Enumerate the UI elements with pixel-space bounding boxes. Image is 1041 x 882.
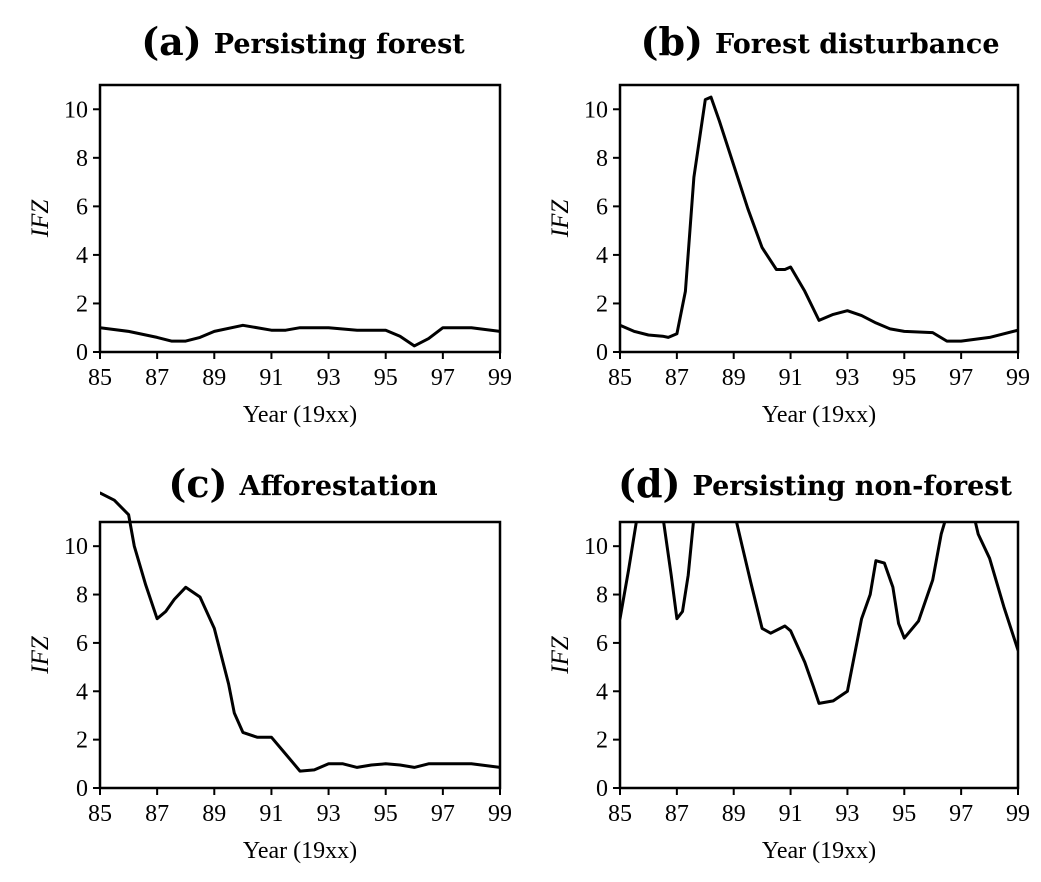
panel-b-x-tick-label: 87 bbox=[665, 365, 689, 391]
panel-c-title-text: Afforestation bbox=[239, 471, 438, 502]
panel-d-y-tick-label: 4 bbox=[596, 679, 608, 705]
panel-a-y-tick-label: 4 bbox=[76, 243, 88, 269]
panel-b-x-tick-label: 95 bbox=[892, 365, 916, 391]
panel-d: (d) Persisting non-forest 85 87 89 91 93 95 97 99… bbox=[547, 461, 1030, 865]
panel-c-y-tick-label: 0 bbox=[76, 776, 88, 802]
panel-c-x-tick-label: 93 bbox=[317, 801, 341, 827]
panel-b-x-axis-label: Year (19xx) bbox=[762, 402, 876, 428]
panel-c-y-tick-label: 8 bbox=[76, 583, 88, 609]
panel-d-x-tick-label: 97 bbox=[949, 801, 973, 827]
panel-c-y-axis-label: IFZ bbox=[27, 635, 54, 675]
panel-d-x-tick-label: 89 bbox=[722, 801, 746, 827]
panel-a-y-tick-label: 2 bbox=[76, 291, 88, 317]
panel-a-x-tick-label: 99 bbox=[488, 365, 512, 391]
panel-c-x-axis-label: Year (19xx) bbox=[243, 838, 357, 864]
panel-c-x-tick-label: 99 bbox=[488, 801, 512, 827]
panel-a-y-tick-label: 0 bbox=[76, 340, 88, 366]
panel-c-series-line bbox=[100, 491, 500, 773]
panel-b-x-tick-label: 93 bbox=[835, 365, 859, 391]
panel-b-title: (b) Forest disturbance bbox=[641, 19, 1000, 64]
panel-d-x-axis-label: Year (19xx) bbox=[762, 838, 876, 864]
panel-a-x-axis-label: Year (19xx) bbox=[243, 402, 357, 428]
panel-b-y-tick-label: 4 bbox=[596, 243, 608, 269]
panel-a-y-tick-label: 10 bbox=[64, 97, 88, 123]
panel-d-x-tick-label: 91 bbox=[779, 801, 803, 827]
panel-d-y-tick-label: 8 bbox=[596, 583, 608, 609]
panel-c-y-tick-label: 4 bbox=[76, 679, 88, 705]
panel-a-y-tick-label: 8 bbox=[76, 146, 88, 172]
panel-b-title-text: Forest disturbance bbox=[715, 29, 999, 60]
panel-d-x-tick-label: 93 bbox=[835, 801, 859, 827]
panel-b-series-line bbox=[620, 95, 1018, 343]
panel-d-x-tick-label: 99 bbox=[1006, 801, 1030, 827]
panel-b-x-tick-label: 89 bbox=[722, 365, 746, 391]
panel-d-plot-frame bbox=[618, 520, 1020, 790]
panel-b-x-tick-label: 91 bbox=[779, 365, 803, 391]
panel-b-panel-label: (b) bbox=[641, 19, 704, 64]
panel-d-x-tick-label: 87 bbox=[665, 801, 689, 827]
panel-c-y-tick-label: 6 bbox=[76, 631, 88, 657]
panel-b-plot-frame bbox=[618, 83, 1020, 354]
panel-d-y-axis-label: IFZ bbox=[547, 635, 574, 675]
panel-d-title: (d) Persisting non-forest bbox=[618, 461, 1013, 506]
panel-b-y-tick-label: 8 bbox=[596, 146, 608, 172]
panel-b-y-tick-label: 6 bbox=[596, 194, 608, 220]
panel-c-y-tick-label: 2 bbox=[76, 728, 88, 754]
panel-c-y-tick-label: 10 bbox=[64, 534, 88, 560]
panel-a-x-tick-label: 97 bbox=[431, 365, 455, 391]
panel-c-x-tick-label: 87 bbox=[145, 801, 169, 827]
panel-c-plot-frame bbox=[98, 520, 502, 790]
panel-d-y-tick-label: 0 bbox=[596, 776, 608, 802]
panel-a-y-tick-label: 6 bbox=[76, 194, 88, 220]
panel-a: (a) Persisting forest 85 87 89 91 93 95 97 99 0 2 4 6… bbox=[27, 19, 512, 429]
panel-b-y-axis-label: IFZ bbox=[547, 199, 574, 239]
panel-c-x-tick-label: 91 bbox=[259, 801, 283, 827]
panel-b-y-tick-label: 0 bbox=[596, 340, 608, 366]
panel-d-panel-label: (d) bbox=[618, 461, 681, 506]
panel-b-y-tick-label: 10 bbox=[584, 97, 608, 123]
panel-b-x-tick-label: 99 bbox=[1006, 365, 1030, 391]
panel-a-plot-frame bbox=[98, 83, 502, 354]
panel-c-x-tick-label: 95 bbox=[374, 801, 398, 827]
panel-c-x-tick-label: 97 bbox=[431, 801, 455, 827]
panel-c: (c) Afforestation 85 87 89 91 93 95 97 99 0 2 4 6 8 10 Y… bbox=[27, 461, 512, 865]
panel-a-x-tick-label: 85 bbox=[88, 365, 112, 391]
panel-d-y-tick-label: 2 bbox=[596, 728, 608, 754]
panel-d-x-tick-label: 95 bbox=[892, 801, 916, 827]
panel-a-title-text: Persisting forest bbox=[214, 29, 466, 60]
panel-b-x-tick-label: 97 bbox=[949, 365, 973, 391]
panel-a-series-line bbox=[100, 323, 500, 348]
panel-d-x-tick-label: 85 bbox=[608, 801, 632, 827]
panel-d-y-tick-label: 10 bbox=[584, 534, 608, 560]
panel-c-x-tick-label: 85 bbox=[88, 801, 112, 827]
panel-b-x-tick-label: 85 bbox=[608, 365, 632, 391]
panel-a-x-tick-label: 87 bbox=[145, 365, 169, 391]
panel-a-x-tick-label: 95 bbox=[374, 365, 398, 391]
panel-a-x-tick-label: 93 bbox=[317, 365, 341, 391]
panel-c-panel-label: (c) bbox=[168, 461, 227, 506]
panel-d-y-tick-label: 6 bbox=[596, 631, 608, 657]
panel-a-y-axis-label: IFZ bbox=[27, 199, 54, 239]
panel-c-x-tick-label: 89 bbox=[202, 801, 226, 827]
panel-a-x-tick-label: 91 bbox=[259, 365, 283, 391]
panel-a-title: (a) Persisting forest bbox=[141, 19, 465, 64]
panel-b-y-tick-label: 2 bbox=[596, 291, 608, 317]
panel-c-title: (c) Afforestation bbox=[168, 461, 438, 506]
panel-a-panel-label: (a) bbox=[141, 19, 202, 64]
panel-d-series-line bbox=[620, 522, 1018, 705]
panel-b: (b) Forest disturbance 85 87 89 91 93 95 97 99 0 2 4… bbox=[547, 19, 1030, 429]
panel-d-title-text: Persisting non-forest bbox=[693, 471, 1013, 502]
panel-a-x-tick-label: 89 bbox=[202, 365, 226, 391]
